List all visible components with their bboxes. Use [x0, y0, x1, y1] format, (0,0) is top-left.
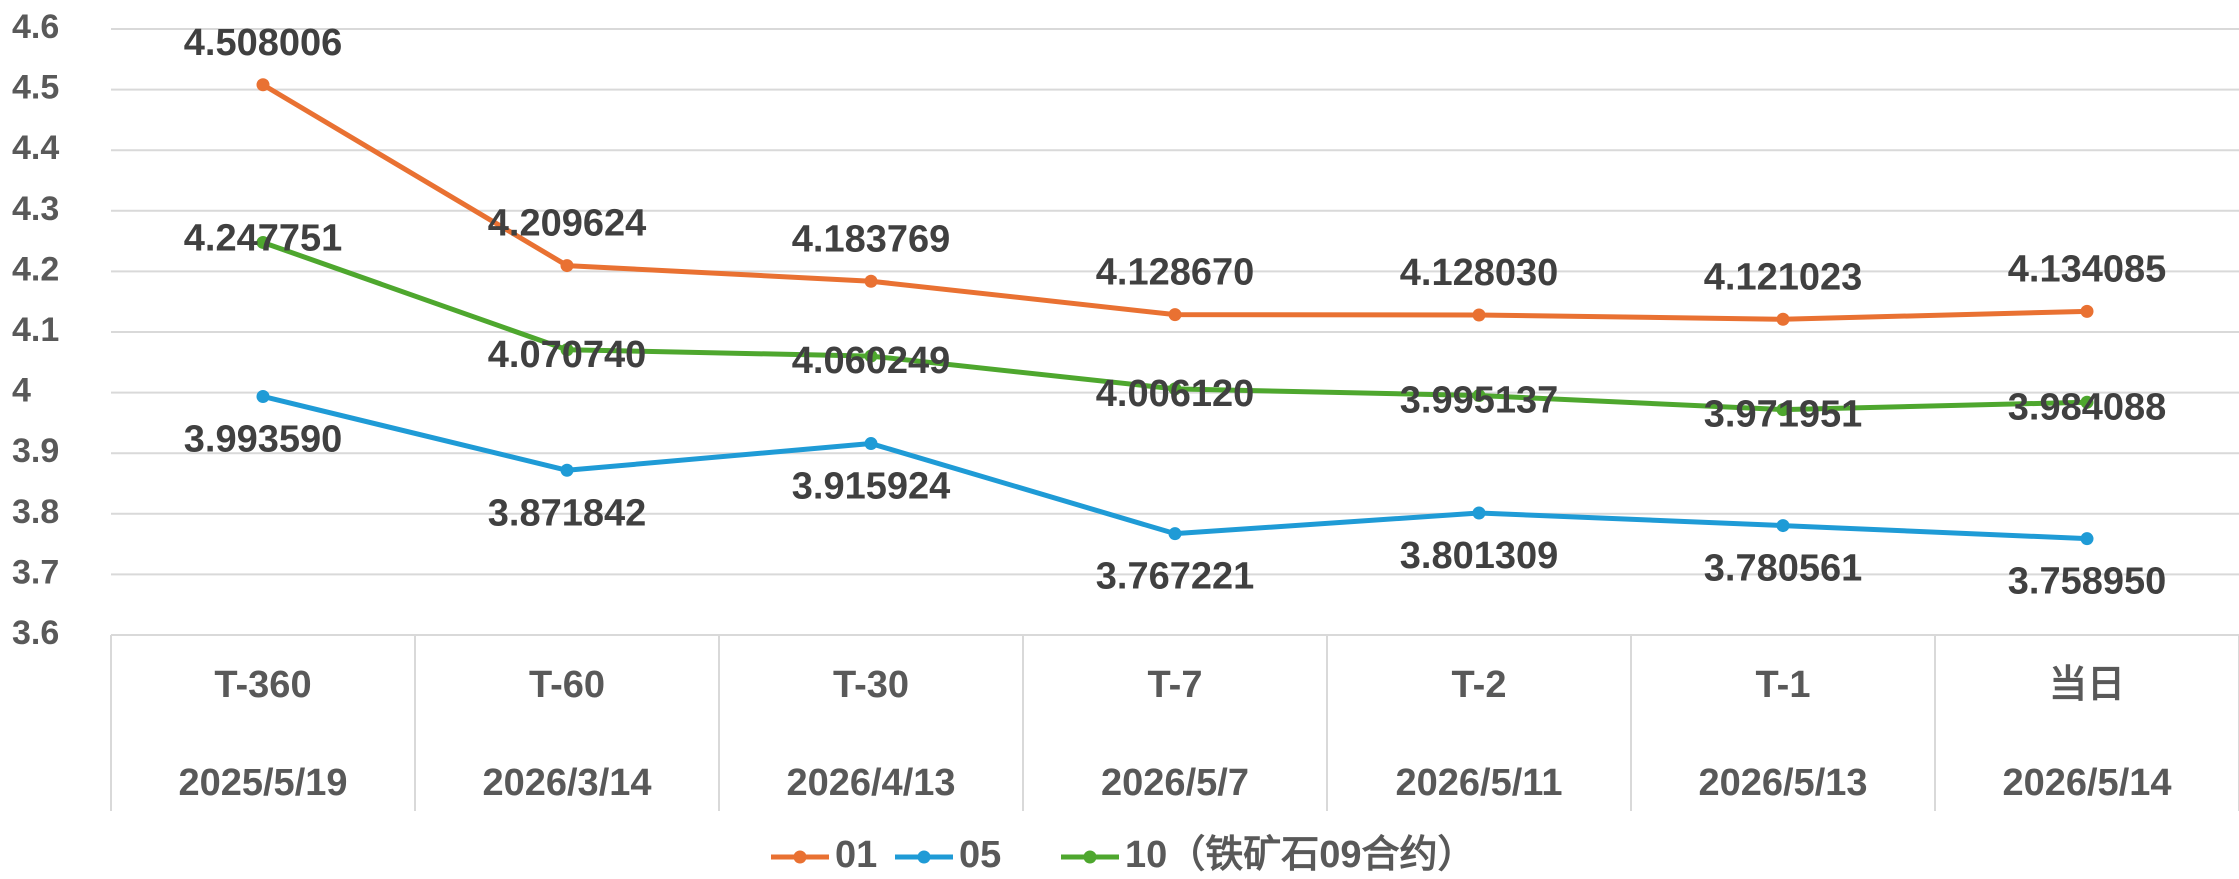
- data-label: 4.247751: [184, 217, 343, 259]
- data-label: 4.508006: [184, 22, 343, 64]
- data-label: 4.060249: [792, 340, 951, 382]
- x-tick-date: 2026/5/13: [1698, 762, 1867, 804]
- x-tick-label: 当日: [2049, 664, 2125, 706]
- data-point: [1168, 308, 1182, 322]
- y-tick-label: 3.9: [12, 432, 59, 470]
- data-point: [864, 437, 878, 451]
- y-tick-label: 4.3: [12, 190, 59, 228]
- y-tick-label: 4.6: [12, 8, 59, 46]
- y-tick-label: 4.1: [12, 311, 59, 349]
- x-tick-label: T-1: [1756, 664, 1811, 706]
- data-label: 3.984088: [2008, 386, 2167, 428]
- x-tick-label: T-2: [1452, 664, 1507, 706]
- data-label: 4.134085: [2008, 248, 2167, 290]
- data-point: [1472, 506, 1486, 520]
- legend-label: 05: [959, 834, 1001, 876]
- y-tick-label: 4.4: [12, 129, 59, 167]
- data-point: [256, 235, 270, 249]
- legend-marker: [917, 850, 931, 864]
- data-label: 3.758950: [2008, 561, 2167, 603]
- data-point: [1168, 382, 1182, 396]
- data-point: [2080, 395, 2094, 409]
- data-label: 3.780561: [1704, 548, 1863, 590]
- data-label: 3.995137: [1400, 380, 1559, 422]
- x-tick-date: 2026/4/13: [786, 762, 955, 804]
- data-label: 4.183769: [792, 218, 951, 260]
- x-tick-date: 2026/5/14: [2002, 762, 2171, 804]
- data-point: [560, 343, 574, 357]
- data-point: [560, 463, 574, 477]
- y-tick-label: 3.6: [12, 614, 59, 652]
- legend-label: 10（铁矿石09合约）: [1125, 834, 1476, 876]
- x-tick-date: 2026/5/7: [1101, 762, 1249, 804]
- data-point: [2080, 304, 2094, 318]
- data-point: [256, 389, 270, 403]
- data-label: 3.871842: [488, 492, 647, 534]
- y-tick-label: 3.8: [12, 493, 59, 531]
- data-point: [1168, 527, 1182, 541]
- data-label: 3.993590: [184, 419, 343, 461]
- data-label: 4.128670: [1096, 252, 1255, 294]
- x-tick-label: T-360: [214, 664, 311, 706]
- x-tick-date: 2026/5/11: [1396, 762, 1563, 804]
- x-tick-date: 2025/5/19: [178, 762, 347, 804]
- data-point: [560, 259, 574, 273]
- data-label: 4.006120: [1096, 373, 1255, 415]
- y-tick-label: 3.7: [12, 553, 59, 591]
- legend-marker: [793, 850, 807, 864]
- data-point: [1776, 312, 1790, 326]
- data-label: 4.070740: [488, 334, 647, 376]
- data-point: [256, 78, 270, 92]
- x-tick-label: T-60: [529, 664, 605, 706]
- data-label: 3.915924: [792, 466, 951, 508]
- data-point: [1472, 308, 1486, 322]
- data-point: [1776, 519, 1790, 533]
- x-tick-label: T-30: [833, 664, 909, 706]
- data-point: [1776, 403, 1790, 417]
- data-label: 3.971951: [1704, 394, 1863, 436]
- legend-label: 01: [835, 834, 877, 876]
- y-tick-label: 4.5: [12, 69, 59, 107]
- data-point: [2080, 532, 2094, 546]
- y-tick-label: 4: [12, 372, 31, 410]
- legend-marker: [1083, 850, 1097, 864]
- data-point: [864, 349, 878, 363]
- x-tick-label: T-7: [1148, 664, 1203, 706]
- data-point: [864, 274, 878, 288]
- data-label: 3.801309: [1400, 535, 1559, 577]
- data-label: 4.121023: [1704, 256, 1863, 298]
- data-label: 4.128030: [1400, 252, 1559, 294]
- data-point: [1472, 389, 1486, 403]
- x-tick-date: 2026/3/14: [482, 762, 651, 804]
- data-label: 4.209624: [488, 203, 647, 245]
- data-label: 3.767221: [1096, 556, 1255, 598]
- y-tick-label: 4.2: [12, 250, 59, 288]
